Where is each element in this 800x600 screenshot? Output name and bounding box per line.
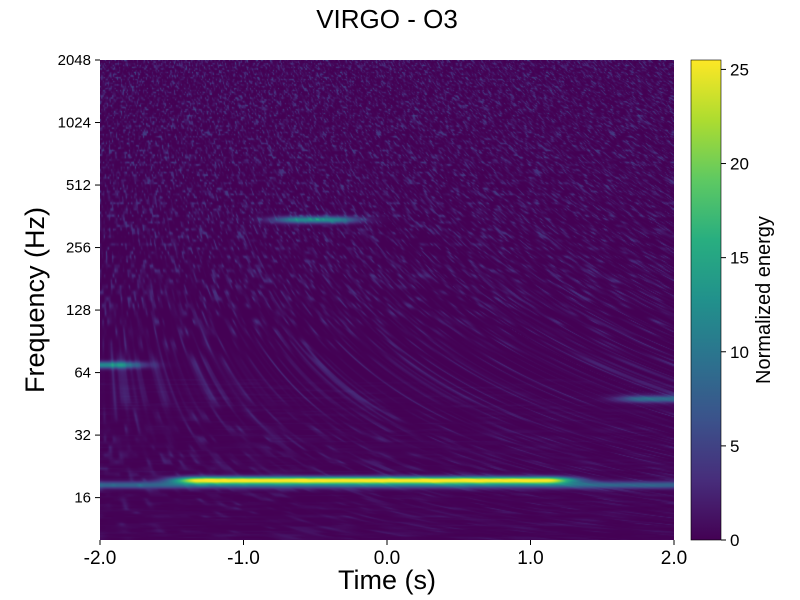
y-axis-ticks: 16 32 64 128 256 512 1024 2048: [58, 52, 100, 507]
colorbar-tick-label: 25: [730, 60, 749, 79]
colorbar-tick-label: 5: [730, 437, 739, 456]
x-tick-label: 1.0: [517, 548, 543, 569]
x-axis-label: Time (s): [338, 565, 436, 595]
x-tick-label: 2.0: [661, 548, 687, 569]
colorbar-label: Normalized energy: [753, 216, 775, 384]
y-tick-label: 64: [74, 365, 91, 382]
y-tick-label: 32: [74, 427, 91, 444]
x-axis-ticks: -2.0 -1.0 0.0 1.0 2.0: [84, 540, 687, 569]
x-tick-label: -2.0: [84, 548, 117, 569]
colorbar-ticks: 0 5 10 15 20 25: [721, 60, 749, 550]
y-tick-label: 512: [66, 177, 91, 194]
y-tick-label: 128: [66, 302, 91, 319]
chart-title: VIRGO - O3: [316, 4, 458, 34]
y-tick-label: 2048: [58, 52, 91, 69]
colorbar-tick-label: 15: [730, 249, 749, 268]
y-tick-label: 16: [74, 490, 91, 507]
colorbar: [690, 59, 722, 541]
y-tick-label: 256: [66, 240, 91, 257]
y-axis-label: Frequency (Hz): [20, 207, 50, 393]
x-tick-label: -1.0: [227, 548, 260, 569]
colorbar-tick-label: 0: [730, 531, 739, 550]
colorbar-tick-label: 20: [730, 155, 749, 174]
x-tick-label: 0.0: [374, 548, 400, 569]
colorbar-tick-label: 10: [730, 343, 749, 362]
y-tick-label: 1024: [58, 115, 91, 132]
heatmap-area: [100, 60, 674, 540]
